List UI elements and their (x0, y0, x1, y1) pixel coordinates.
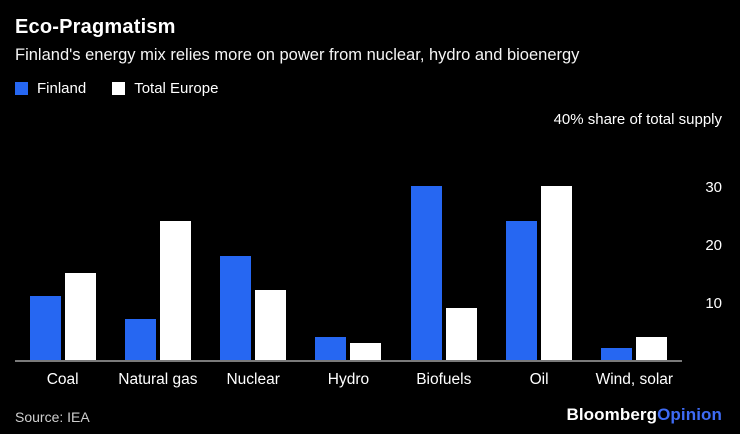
bar-total-europe-nuclear (255, 290, 287, 360)
bar-total-europe-oil (541, 186, 573, 360)
bar-group-wind-solar (587, 337, 682, 360)
bar-group-hydro (301, 337, 396, 360)
y-axis-top-label: 40% share of total supply (553, 111, 722, 128)
bar-total-europe-wind-solar (636, 337, 668, 360)
plot-area (15, 130, 682, 362)
y-axis-ticks: 10 20 30 (682, 130, 722, 362)
logo-bloomberg: Bloomberg (566, 405, 658, 424)
bar-group-biofuels (396, 186, 491, 360)
bar-finland-coal (29, 296, 61, 360)
bar-total-europe-natural-gas (159, 221, 191, 360)
bloomberg-opinion-logo: BloombergOpinion (566, 405, 722, 425)
y-tick-label-30: 30 (705, 179, 722, 196)
bar-finland-biofuels (410, 186, 442, 360)
bar-finland-natural-gas (124, 319, 156, 360)
x-axis-label-hydro: Hydro (327, 371, 370, 388)
x-axis-label-natural-gas: Natural gas (118, 371, 198, 388)
bar-group-natural-gas (110, 221, 205, 360)
logo-opinion: Opinion (657, 405, 722, 424)
x-axis-label-wind-solar: Wind, solar (595, 371, 674, 388)
legend-swatch-finland (15, 82, 28, 95)
x-axis-label-biofuels: Biofuels (416, 371, 472, 388)
bar-finland-hydro (315, 337, 347, 360)
bar-total-europe-biofuels (445, 308, 477, 360)
y-tick-label-10: 10 (705, 295, 722, 312)
bar-group-coal (15, 273, 110, 360)
legend: Finland Total Europe (15, 80, 722, 97)
legend-item-finland: Finland (15, 80, 86, 97)
bar-group-nuclear (206, 256, 301, 360)
chart-subtitle: Finland's energy mix relies more on powe… (15, 46, 580, 64)
chart-title: Eco-Pragmatism (15, 16, 176, 38)
x-axis-label-nuclear: Nuclear (226, 371, 280, 388)
bar-finland-wind-solar (601, 348, 633, 360)
source-note: Source: IEA (15, 409, 90, 425)
x-axis-labels: Coal Natural gas Nuclear Hydro Biofuels Oil Wi… (15, 371, 682, 389)
bar-finland-oil (506, 221, 538, 360)
x-axis-label-oil: Oil (529, 371, 549, 388)
legend-swatch-total-europe (112, 82, 126, 95)
bar-finland-nuclear (220, 256, 252, 360)
footer: Source: IEA BloombergOpinion (15, 405, 722, 425)
y-tick-label-20: 20 (705, 237, 722, 254)
legend-item-total-europe: Total Europe (112, 80, 218, 97)
bar-group-oil (491, 186, 586, 360)
bar-total-europe-hydro (350, 343, 382, 360)
bar-total-europe-coal (64, 273, 96, 360)
legend-label-finland: Finland (37, 80, 87, 97)
x-axis-label-coal: Coal (46, 371, 79, 388)
bar-chart: Coal Natural gas Nuclear Hydro Biofuels Oil Wi… (15, 130, 722, 389)
legend-label-total-europe: Total Europe (134, 80, 219, 97)
